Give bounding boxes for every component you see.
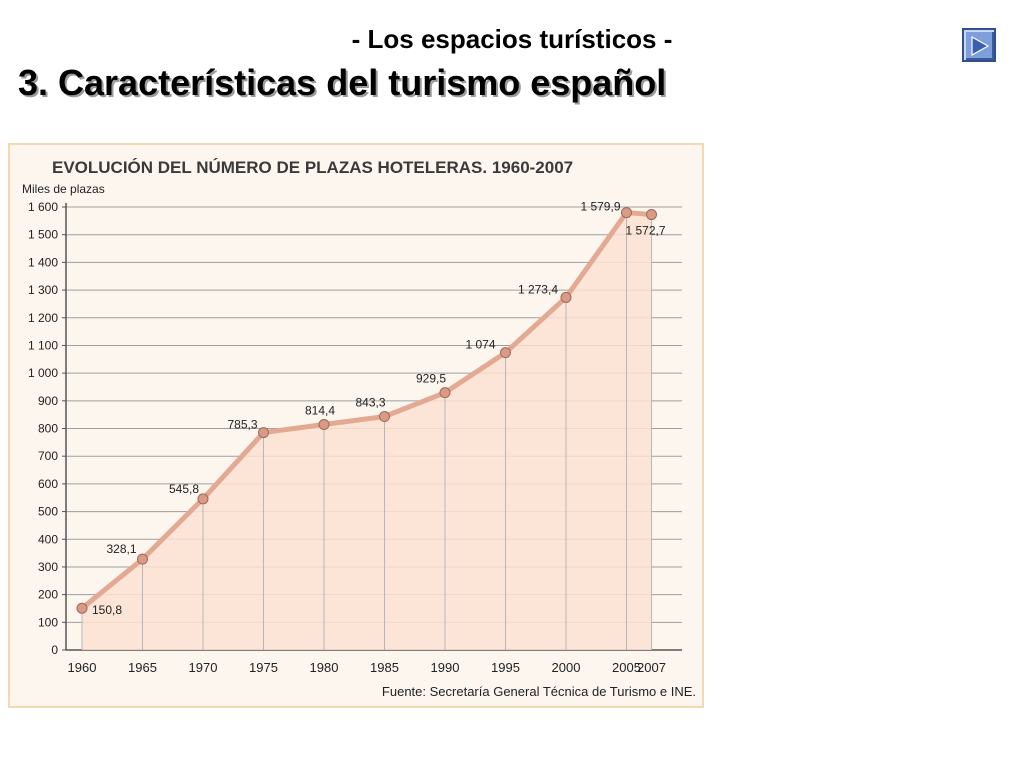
y-tick-label: 400 (38, 532, 58, 546)
y-axis-ticks: 0 100 200 300 400 500 600 700 800 900 1 000 1 100 1 … (28, 200, 66, 657)
y-axis-label: Miles de plazas (22, 182, 105, 196)
x-axis-ticks: 1960 1965 1970 1975 1980 1985 1990 1995 2000 2005… (68, 660, 666, 675)
y-tick-label: 900 (38, 394, 58, 408)
page-title: 3. Características del turismo español (18, 62, 667, 103)
data-label: 1 579,9 (580, 200, 620, 214)
chart-figure: EVOLUCIÓN DEL NÚMERO DE PLAZAS HOTELERAS… (8, 143, 704, 708)
data-label: 785,3 (227, 418, 257, 432)
data-point (379, 411, 390, 423)
x-tick-label: 1990 (431, 660, 460, 675)
data-points (76, 207, 657, 614)
y-tick-label: 0 (51, 643, 58, 657)
data-point (137, 553, 148, 565)
next-slide-button[interactable] (962, 28, 996, 62)
data-label: 545,8 (169, 482, 199, 496)
data-point (318, 419, 330, 431)
x-tick-label: 2000 (552, 660, 581, 675)
x-tick-label: 1965 (128, 660, 157, 675)
y-tick-label: 700 (38, 449, 58, 463)
section-subtitle: - Los espacios turísticos - (351, 24, 673, 54)
x-tick-label: 2007 (637, 660, 666, 675)
x-tick-label: 1995 (491, 660, 520, 675)
data-labels: 150,8 328,1 545,8 785,3 814,4 843,3 929,5 1 074… (92, 200, 666, 618)
x-tick-label: 1980 (310, 660, 339, 675)
y-tick-label: 800 (38, 422, 58, 436)
data-label: 929,5 (416, 372, 446, 386)
area-series (80, 210, 652, 650)
y-tick-label: 1 000 (28, 366, 58, 380)
data-point (500, 347, 511, 359)
y-tick-label: 300 (38, 560, 58, 574)
y-tick-label: 200 (38, 588, 58, 602)
data-point (646, 209, 657, 221)
y-tick-label: 100 (38, 615, 58, 629)
x-tick-label: 1985 (370, 660, 399, 675)
x-tick-label: 1970 (189, 660, 218, 675)
x-tick-label: 1960 (68, 660, 97, 675)
data-point (560, 291, 572, 303)
data-point (439, 387, 451, 399)
data-point (621, 207, 632, 219)
data-point (197, 493, 209, 505)
y-tick-label: 1 100 (28, 338, 58, 352)
line-area-chart: EVOLUCIÓN DEL NÚMERO DE PLAZAS HOTELERAS… (22, 158, 696, 699)
data-label: 1 074 (465, 338, 495, 352)
y-tick-label: 1 600 (28, 200, 58, 214)
data-label: 1 572,7 (626, 224, 666, 238)
y-tick-label: 1 200 (28, 311, 58, 325)
data-label: 814,4 (305, 404, 335, 418)
chart-title: EVOLUCIÓN DEL NÚMERO DE PLAZAS HOTELERAS… (52, 158, 573, 177)
y-tick-label: 500 (38, 505, 58, 519)
chart-source: Fuente: Secretaría General Técnica de Tu… (382, 684, 696, 699)
y-tick-label: 1 400 (28, 255, 58, 269)
data-point (258, 427, 269, 439)
area-fill (82, 212, 652, 650)
data-label: 150,8 (92, 603, 122, 617)
data-label: 843,3 (355, 396, 385, 410)
y-tick-label: 1 500 (28, 228, 58, 242)
data-label: 1 273,4 (518, 282, 558, 296)
play-forward-icon (971, 36, 989, 56)
data-label: 328,1 (106, 542, 136, 556)
y-tick-label: 600 (38, 477, 58, 491)
x-tick-label: 1975 (249, 660, 278, 675)
y-tick-label: 1 300 (28, 283, 58, 297)
data-point (76, 602, 88, 614)
x-tick-label: 2005 (612, 660, 641, 675)
